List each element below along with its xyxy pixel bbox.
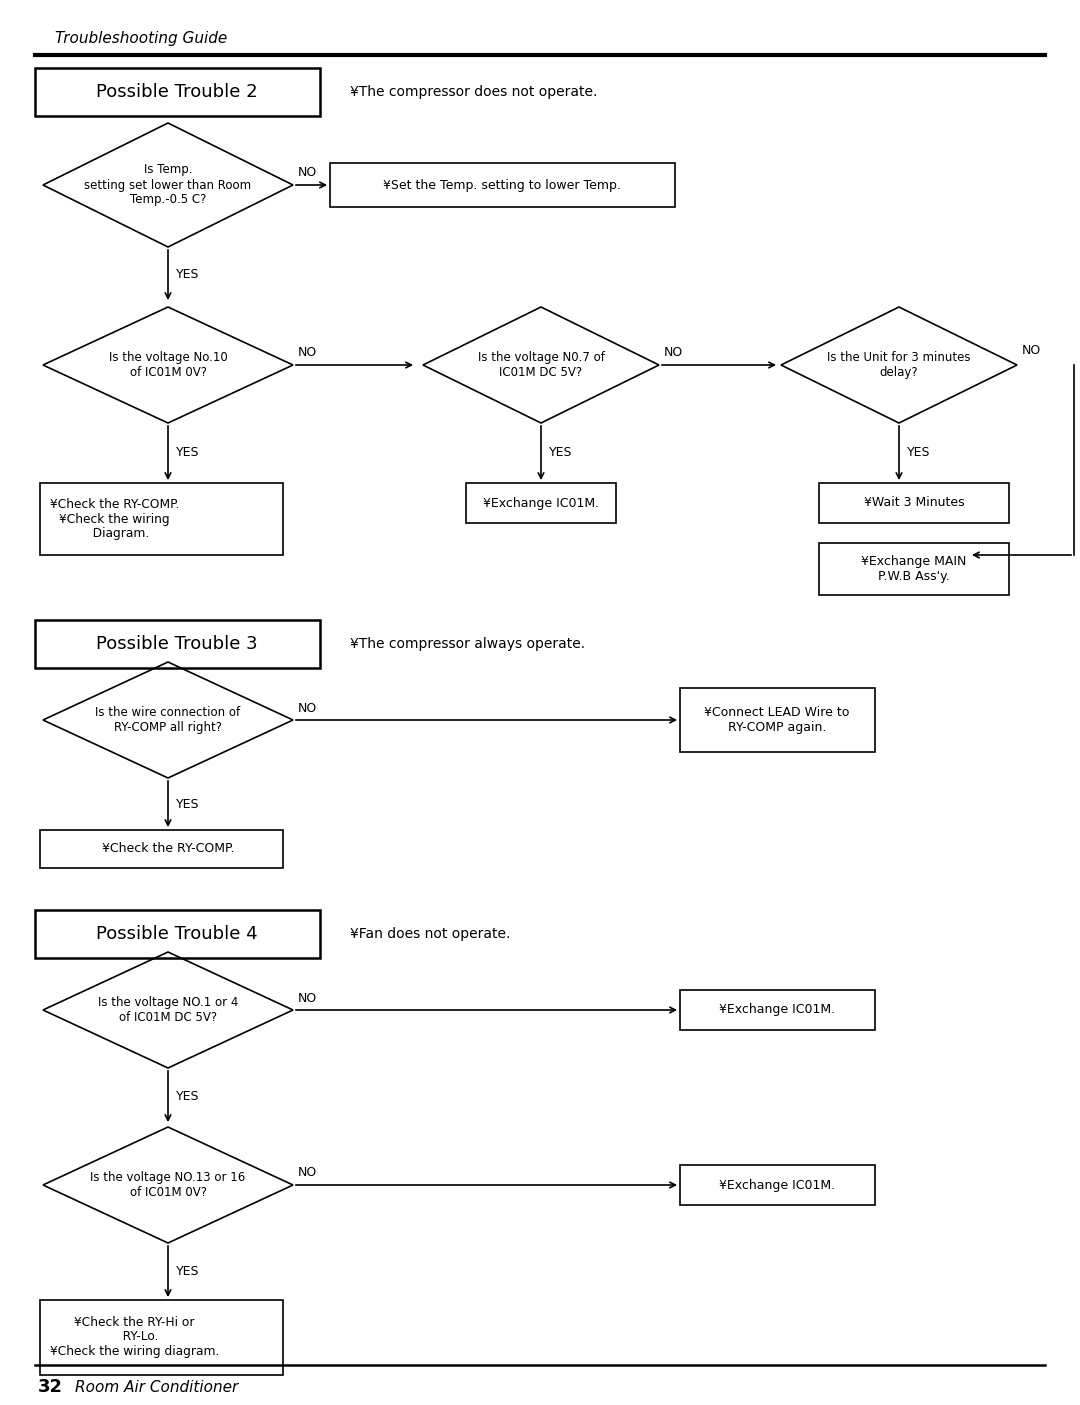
Text: ¥Exchange IC01M.: ¥Exchange IC01M.	[483, 496, 599, 510]
Text: ¥Check the RY-COMP.: ¥Check the RY-COMP.	[102, 843, 234, 856]
Text: Possible Trouble 4: Possible Trouble 4	[96, 924, 258, 943]
Text: Is the voltage N0.7 of
IC01M DC 5V?: Is the voltage N0.7 of IC01M DC 5V?	[477, 351, 605, 379]
Text: ¥The compressor does not operate.: ¥The compressor does not operate.	[350, 84, 597, 98]
Text: Is the voltage NO.1 or 4
of IC01M DC 5V?: Is the voltage NO.1 or 4 of IC01M DC 5V?	[98, 996, 239, 1024]
Text: NO: NO	[298, 347, 318, 360]
Text: Is Temp.
setting set lower than Room
Temp.-0.5 C?: Is Temp. setting set lower than Room Tem…	[84, 163, 252, 207]
Bar	[680, 1165, 875, 1205]
Text: Is the Unit for 3 minutes
delay?: Is the Unit for 3 minutes delay?	[827, 351, 971, 379]
Text: Is the voltage NO.13 or 16
of IC01M 0V?: Is the voltage NO.13 or 16 of IC01M 0V?	[91, 1170, 245, 1198]
Bar	[819, 542, 1009, 594]
Text: ¥Check the RY-Hi or
   RY-Lo.
¥Check the wiring diagram.: ¥Check the RY-Hi or RY-Lo. ¥Check the wi…	[50, 1315, 219, 1359]
Text: ¥Exchange MAIN
P.W.B Ass'y.: ¥Exchange MAIN P.W.B Ass'y.	[862, 555, 967, 583]
Text: NO: NO	[1022, 344, 1041, 357]
Text: YES: YES	[176, 798, 200, 811]
Text: ¥The compressor always operate.: ¥The compressor always operate.	[350, 636, 585, 651]
Text: Room Air Conditioner: Room Air Conditioner	[75, 1380, 239, 1395]
Text: ¥Wait 3 Minutes: ¥Wait 3 Minutes	[864, 496, 964, 510]
Bar	[40, 483, 283, 555]
Text: Troubleshooting Guide: Troubleshooting Guide	[55, 31, 227, 45]
Bar	[35, 67, 320, 117]
Bar	[35, 620, 320, 667]
Text: ¥Fan does not operate.: ¥Fan does not operate.	[350, 927, 511, 941]
Text: YES: YES	[176, 268, 200, 281]
Text: NO: NO	[298, 701, 318, 715]
Text: YES: YES	[907, 447, 931, 459]
Text: YES: YES	[176, 1264, 200, 1279]
Bar	[330, 163, 675, 207]
Text: ¥Check the RY-COMP.
¥Check the wiring
   Diagram.: ¥Check the RY-COMP. ¥Check the wiring Di…	[50, 497, 179, 541]
Text: Possible Trouble 2: Possible Trouble 2	[96, 83, 258, 101]
Text: NO: NO	[298, 992, 318, 1005]
Text: Possible Trouble 3: Possible Trouble 3	[96, 635, 258, 653]
Text: ¥Exchange IC01M.: ¥Exchange IC01M.	[719, 1003, 835, 1016]
Bar	[35, 910, 320, 958]
Bar	[40, 1300, 283, 1375]
Text: NO: NO	[664, 347, 684, 360]
Text: 32: 32	[38, 1378, 63, 1397]
Text: YES: YES	[549, 447, 572, 459]
Text: YES: YES	[176, 447, 200, 459]
Text: ¥Exchange IC01M.: ¥Exchange IC01M.	[719, 1179, 835, 1191]
Text: ¥Connect LEAD Wire to
RY-COMP again.: ¥Connect LEAD Wire to RY-COMP again.	[704, 705, 850, 733]
Text: NO: NO	[298, 167, 318, 180]
Text: Is the voltage No.10
of IC01M 0V?: Is the voltage No.10 of IC01M 0V?	[109, 351, 228, 379]
Bar	[40, 830, 283, 868]
Text: Is the wire connection of
RY-COMP all right?: Is the wire connection of RY-COMP all ri…	[95, 705, 241, 733]
Bar	[819, 483, 1009, 523]
Bar	[680, 991, 875, 1030]
Bar	[465, 483, 616, 523]
Text: YES: YES	[176, 1090, 200, 1103]
Bar	[680, 688, 875, 752]
Text: NO: NO	[298, 1166, 318, 1180]
Text: ¥Set the Temp. setting to lower Temp.: ¥Set the Temp. setting to lower Temp.	[383, 178, 621, 191]
